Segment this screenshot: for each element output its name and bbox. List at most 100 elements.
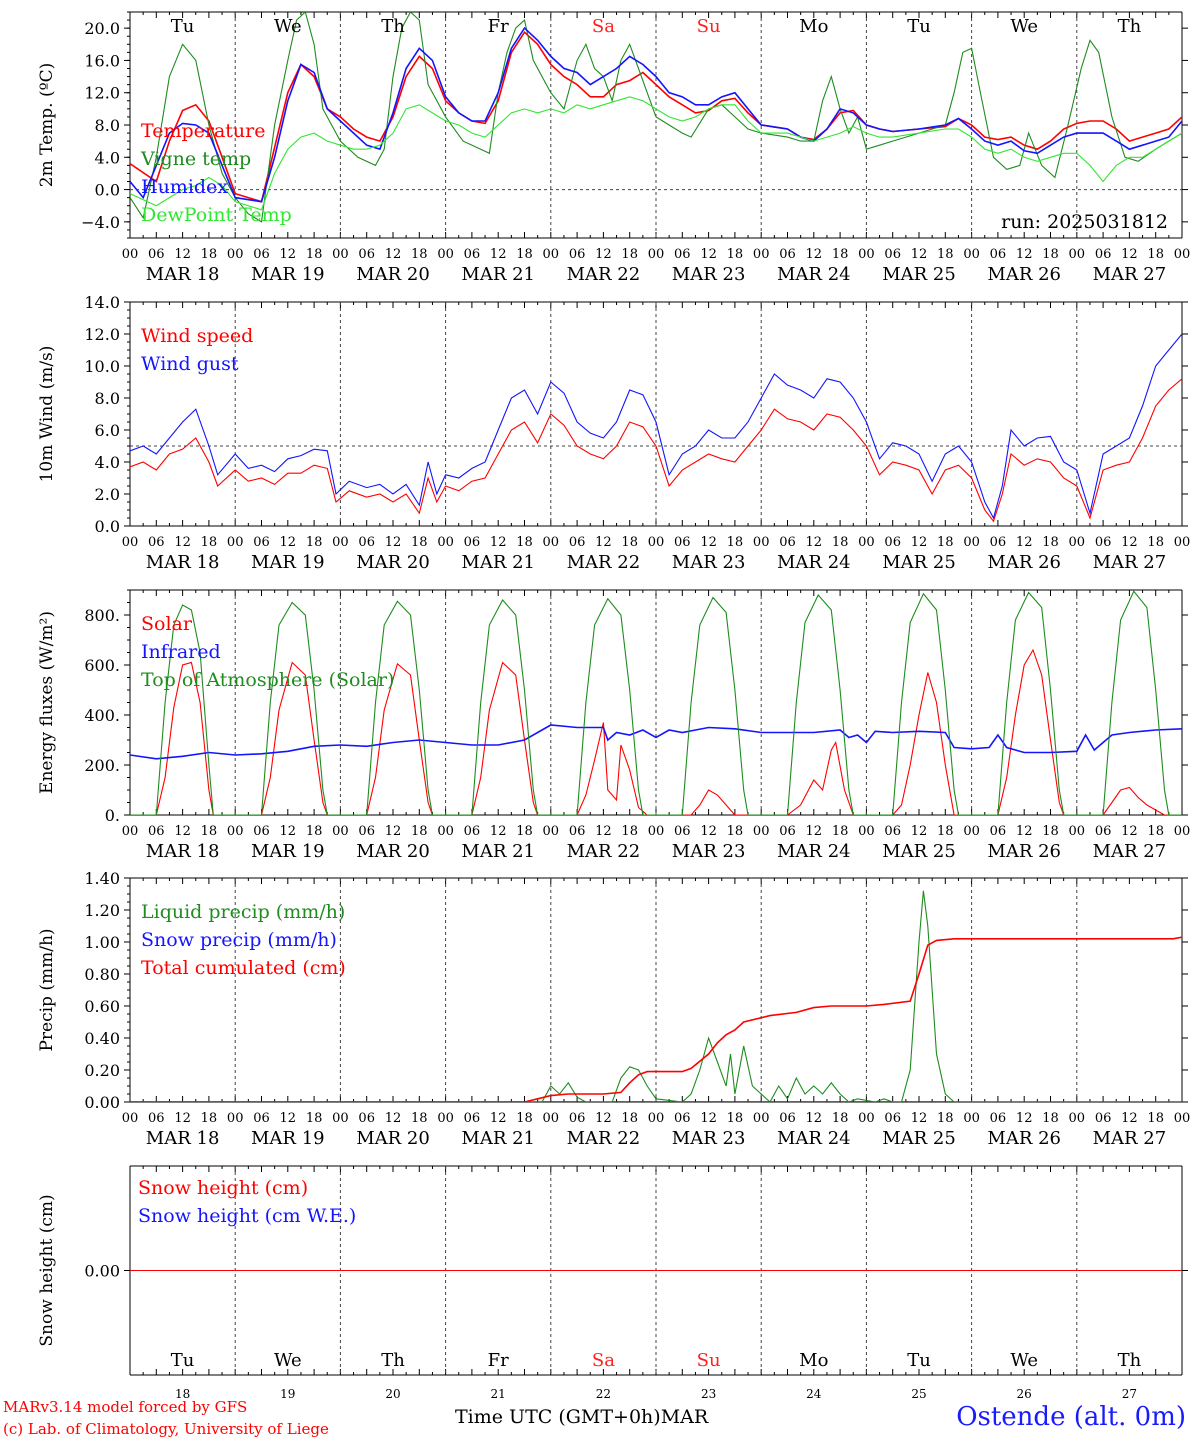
weekday-label: We [1010, 1350, 1038, 1371]
y-tick-label: 0.0 [95, 517, 120, 536]
legend-entry: Snow height (cm) [138, 1177, 308, 1199]
y-tick-label: 16.0 [84, 51, 120, 70]
hour-tick-label: 00 [437, 535, 454, 550]
weekday-label: We [274, 16, 302, 37]
hour-tick-label: 00 [963, 535, 980, 550]
day-number-label: 19 [280, 1387, 295, 1401]
series-line-wind-speed [130, 378, 1182, 523]
hour-tick-label: 12 [1121, 247, 1138, 262]
legend-entry: Infrared [141, 641, 221, 663]
hour-tick-label: 06 [990, 1111, 1007, 1126]
hour-tick-label: 12 [911, 247, 928, 262]
date-label: MAR 22 [567, 552, 641, 573]
station-name: Ostende (alt. 0m) [956, 1402, 1186, 1432]
series-line-infrared [130, 724, 1182, 760]
hour-tick-label: 06 [464, 824, 481, 839]
hour-tick-label: 12 [490, 247, 507, 262]
hour-tick-label: 12 [280, 535, 297, 550]
date-label: MAR 18 [146, 1128, 220, 1149]
y-tick-label: 2.0 [95, 485, 120, 504]
hour-tick-label: 00 [753, 247, 770, 262]
hour-tick-label: 06 [148, 824, 165, 839]
hour-tick-label: 12 [806, 1111, 823, 1126]
hour-tick-label: 06 [569, 247, 586, 262]
weekday-label: Fr [488, 16, 509, 37]
hour-tick-label: 00 [1069, 1111, 1086, 1126]
hour-tick-label: 12 [280, 824, 297, 839]
hour-tick-label: 18 [1042, 824, 1059, 839]
date-label: MAR 22 [567, 841, 641, 862]
y-tick-label: 0.20 [84, 1061, 120, 1080]
legend-entry: Wind speed [141, 325, 253, 347]
date-label: MAR 25 [882, 841, 956, 862]
weekday-label: Th [1118, 16, 1142, 37]
weekday-label: We [274, 1350, 302, 1371]
hour-tick-label: 00 [543, 824, 560, 839]
hour-tick-label: 12 [1016, 824, 1033, 839]
hour-tick-label: 18 [516, 247, 533, 262]
panel-2: 0.0 2.0 4.0 6.0 8.0 10.0 12.0 14.0 10m Wind (m/s… [37, 293, 1191, 573]
weekday-label: Tu [171, 16, 195, 37]
hour-tick-label: 18 [832, 1111, 849, 1126]
date-label: MAR 24 [777, 1128, 851, 1149]
hour-tick-label: 00 [1174, 535, 1191, 550]
date-label: MAR 18 [146, 841, 220, 862]
hour-tick-label: 00 [858, 247, 875, 262]
hour-tick-label: 18 [411, 824, 428, 839]
date-label: MAR 21 [461, 264, 535, 285]
hour-tick-label: 06 [253, 824, 270, 839]
hour-tick-label: 00 [858, 824, 875, 839]
y-tick-label: 4.0 [95, 148, 120, 167]
hour-tick-label: 00 [227, 247, 244, 262]
hour-tick-label: 00 [227, 535, 244, 550]
hour-tick-label: 18 [1147, 247, 1164, 262]
hour-tick-label: 12 [911, 824, 928, 839]
hour-tick-label: 18 [937, 1111, 954, 1126]
hour-tick-label: 06 [464, 535, 481, 550]
hour-tick-label: 00 [858, 535, 875, 550]
hour-tick-label: 12 [595, 824, 612, 839]
hour-tick-label: 18 [727, 535, 744, 550]
date-label: MAR 25 [882, 552, 956, 573]
hour-tick-label: 06 [253, 535, 270, 550]
model-credit: MARv3.14 model forced by GFS [3, 1398, 248, 1416]
hour-tick-label: 18 [201, 824, 218, 839]
hour-tick-label: 06 [253, 1111, 270, 1126]
weekday-label: Th [381, 16, 405, 37]
hour-tick-label: 06 [1095, 1111, 1112, 1126]
hour-tick-label: 18 [1042, 1111, 1059, 1126]
hour-tick-label: 12 [700, 1111, 717, 1126]
y-axis-title: 2m Temp. (ºC) [37, 63, 57, 188]
date-label: MAR 22 [567, 264, 641, 285]
legend-entry: Wind gust [141, 353, 239, 375]
weekday-label: We [1010, 16, 1038, 37]
legend-entry: Vigne temp [140, 148, 251, 170]
date-label: MAR 26 [987, 1128, 1061, 1149]
hour-tick-label: 06 [884, 1111, 901, 1126]
hour-tick-label: 00 [648, 247, 665, 262]
date-label: MAR 24 [777, 264, 851, 285]
date-label: MAR 19 [251, 1128, 325, 1149]
hour-tick-label: 18 [411, 535, 428, 550]
weekday-label: Mo [799, 1350, 828, 1371]
hour-tick-label: 00 [1069, 824, 1086, 839]
hour-tick-label: 00 [227, 824, 244, 839]
y-tick-label: 8.0 [95, 389, 120, 408]
hour-tick-label: 18 [516, 535, 533, 550]
hour-tick-label: 00 [1174, 824, 1191, 839]
run-label: run: 2025031812 [1001, 211, 1168, 233]
hour-tick-label: 12 [1016, 535, 1033, 550]
panel-3: 0. 200. 400. 600. 800. Energy fluxes (W/m²) So… [37, 589, 1191, 862]
weekday-label: Su [697, 1350, 721, 1371]
hour-tick-label: 00 [648, 824, 665, 839]
panel-5: 0.00 Snow height (cm) Snow height (cm) Snow… [37, 1165, 1188, 1376]
y-tick-label: 800. [84, 606, 120, 625]
weekday-label: Sa [592, 1350, 615, 1371]
hour-tick-label: 06 [464, 1111, 481, 1126]
weekday-label: Mo [799, 16, 828, 37]
weekday-label: Fr [488, 1350, 509, 1371]
y-axis-title: Precip (mm/h) [37, 928, 57, 1051]
hour-tick-label: 18 [201, 535, 218, 550]
y-tick-label: 6.0 [95, 421, 120, 440]
